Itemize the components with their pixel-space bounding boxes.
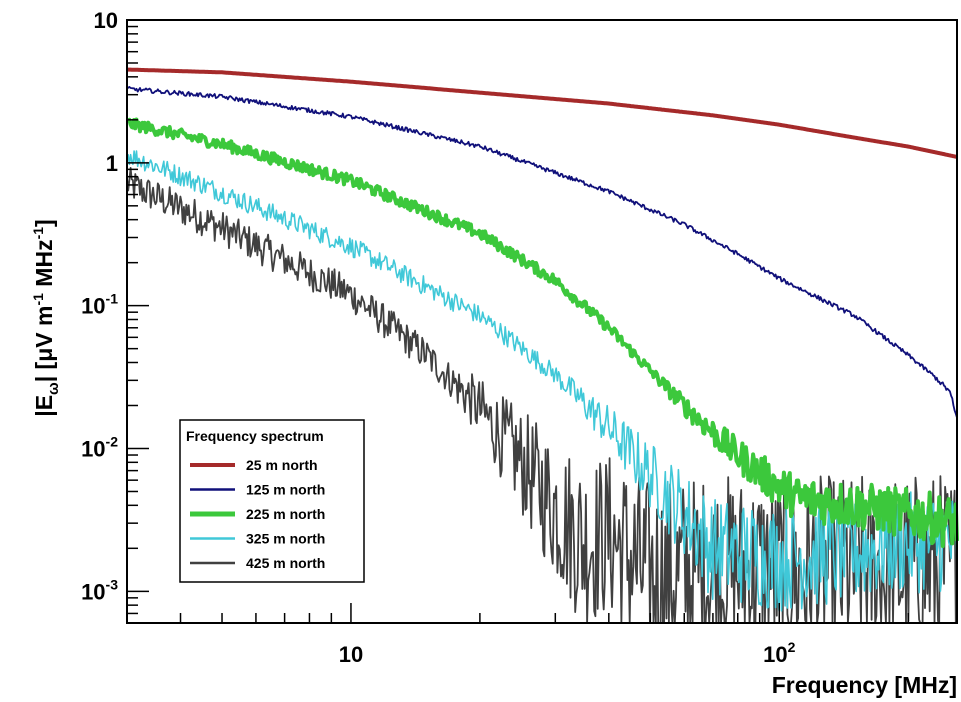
- legend-box: [179, 419, 365, 583]
- series-line-225-m-north: [125, 117, 959, 549]
- legend-label: 225 m north: [246, 506, 325, 522]
- legend-label: 325 m north: [246, 531, 325, 547]
- legend-label: 125 m north: [246, 482, 325, 498]
- legend-title: Frequency spectrum: [186, 428, 324, 444]
- legend: Frequency spectrum 25 m north 125 m north…: [179, 419, 365, 583]
- series-layer: [125, 67, 959, 624]
- y-tick-label: 10-1: [81, 291, 118, 319]
- series-line-25-m-north: [126, 67, 958, 159]
- y-tick-label: 1: [106, 151, 118, 176]
- y-axis-title: |Eω| [μV m-1 MHz-1]: [30, 219, 62, 416]
- y-tick-label: 10: [94, 8, 118, 33]
- tick-labels: 10 102 10 1 10-1 10-2 10-3: [81, 8, 796, 667]
- series-line-425-m-north: [126, 167, 957, 624]
- legend-label: 25 m north: [246, 457, 318, 473]
- ticks-layer: [126, 19, 909, 624]
- x-tick-label: 10: [339, 642, 363, 667]
- x-tick-label: 102: [763, 639, 795, 667]
- legend-label: 425 m north: [246, 555, 325, 571]
- y-tick-label: 10-3: [81, 576, 118, 604]
- legend-items: 25 m north 125 m north 225 m north 325 m no…: [190, 457, 325, 571]
- y-tick-label: 10-2: [81, 433, 118, 461]
- series-line-125-m-north: [126, 86, 958, 419]
- series-line-325-m-north: [126, 150, 958, 612]
- x-axis-title: Frequency [MHz]: [772, 672, 957, 698]
- plot-frame: [126, 19, 958, 624]
